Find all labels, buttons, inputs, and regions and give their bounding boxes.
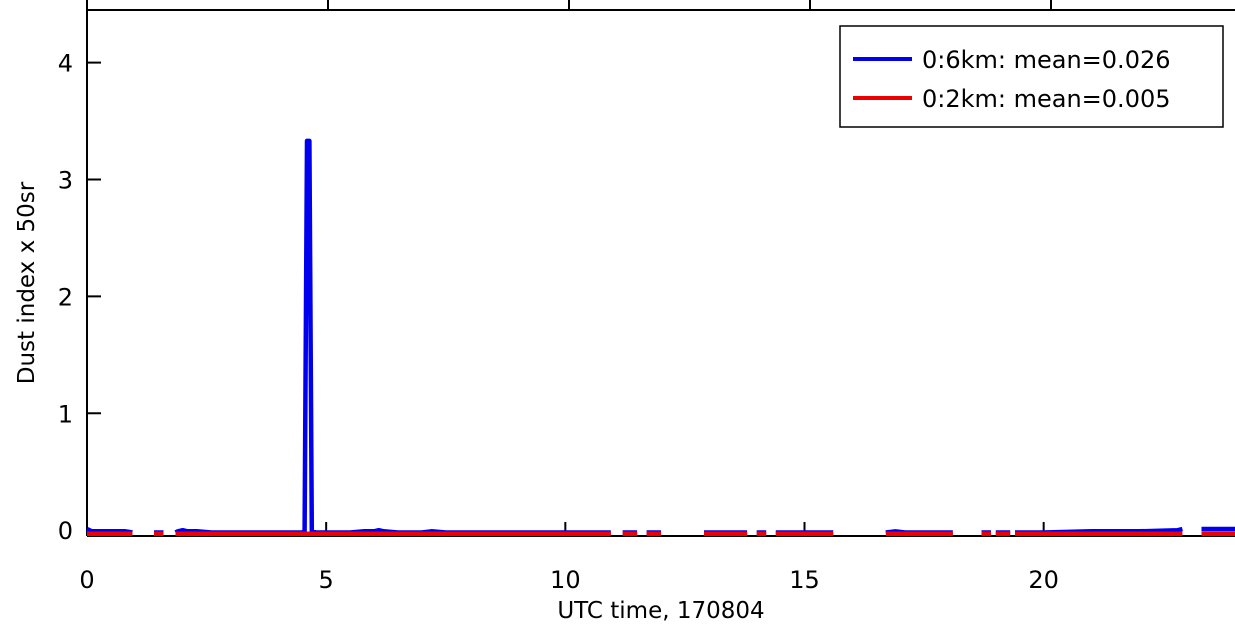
top-table-remnant bbox=[86, 0, 1235, 11]
y-tick-label: 3 bbox=[58, 166, 73, 194]
y-tick-label: 2 bbox=[58, 283, 73, 311]
x-axis-ticks: 0 5 10 15 20 bbox=[79, 522, 1059, 594]
x-axis-title: UTC time, 170804 bbox=[557, 598, 764, 624]
plot-area: 0 5 10 15 20 0 1 2 3 4 bbox=[58, 10, 1235, 594]
y-axis-ticks: 0 1 2 3 4 bbox=[58, 50, 101, 545]
y-tick-label: 1 bbox=[58, 400, 73, 428]
y-axis-title: Dust index x 50sr bbox=[14, 181, 40, 384]
legend-box bbox=[839, 25, 1224, 128]
series-0-6km bbox=[86, 138, 1235, 535]
series-line-segment bbox=[174, 138, 611, 535]
legend-label-0-6km: 0:6km: mean=0.026 bbox=[922, 46, 1171, 74]
x-tick-label: 20 bbox=[1028, 566, 1059, 594]
chart-legend: 0:6km: mean=0.026 0:2km: mean=0.005 bbox=[839, 25, 1224, 128]
x-tick-label: 5 bbox=[319, 566, 334, 594]
x-tick-label: 0 bbox=[79, 566, 94, 594]
x-tick-label: 10 bbox=[550, 566, 581, 594]
legend-label-0-2km: 0:2km: mean=0.005 bbox=[922, 85, 1171, 113]
y-tick-label: 4 bbox=[58, 50, 73, 78]
y-tick-label: 0 bbox=[58, 517, 73, 545]
x-tick-label: 15 bbox=[789, 566, 820, 594]
series-layer bbox=[86, 138, 1235, 536]
